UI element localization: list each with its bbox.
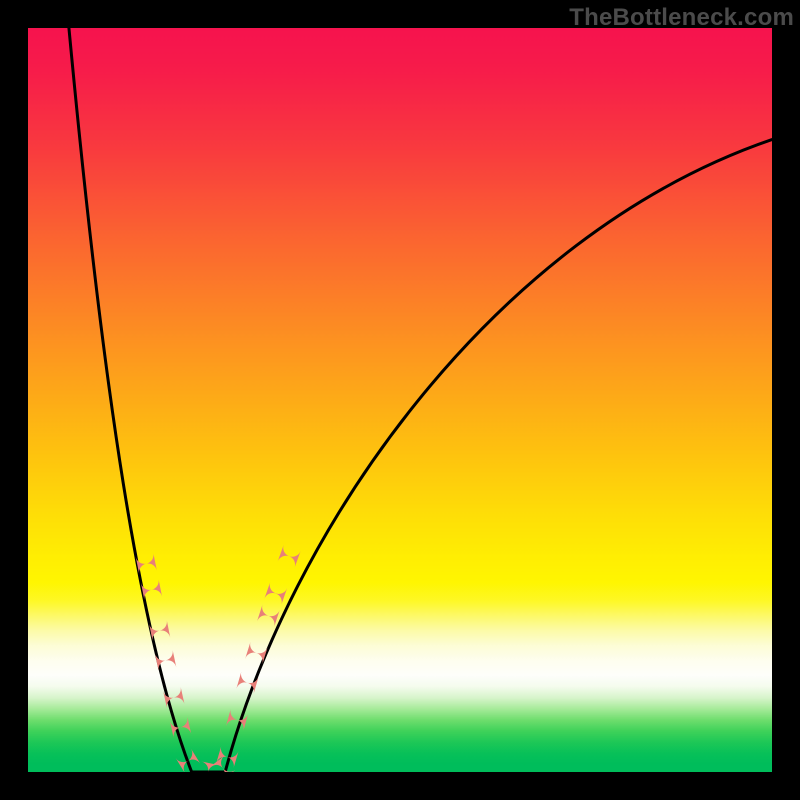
plot-area: [28, 28, 772, 772]
gradient-background: [28, 28, 772, 772]
chart-root: TheBottleneck.com: [0, 0, 800, 800]
watermark-text: TheBottleneck.com: [569, 4, 794, 32]
